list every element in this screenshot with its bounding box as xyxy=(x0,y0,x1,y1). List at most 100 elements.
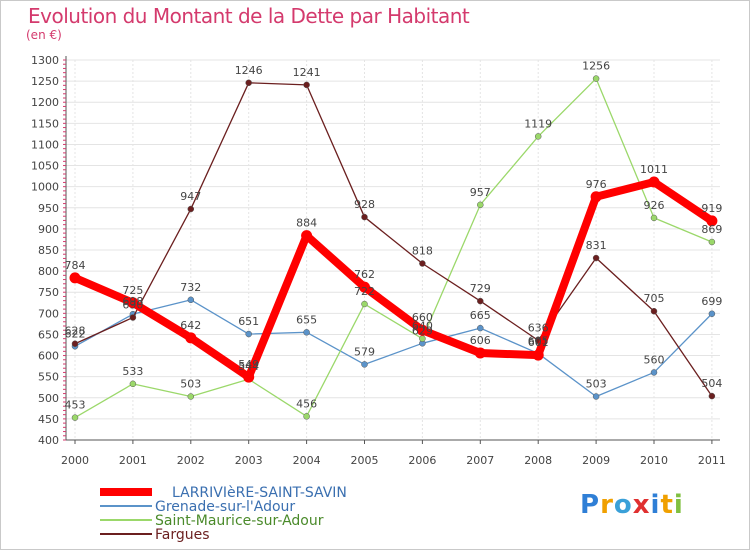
data-label: 560 xyxy=(644,353,665,366)
data-point xyxy=(127,297,139,309)
series-line-3 xyxy=(74,82,713,397)
data-point xyxy=(303,329,310,336)
data-point xyxy=(590,191,602,203)
data-label: 762 xyxy=(354,268,375,281)
data-label: 655 xyxy=(296,313,317,326)
data-label: 640 xyxy=(412,320,433,333)
data-label: 1011 xyxy=(640,163,668,176)
data-label: 818 xyxy=(412,245,433,258)
data-point xyxy=(708,238,716,246)
data-point xyxy=(245,79,252,87)
data-label: 629 xyxy=(412,324,433,337)
y-tick-label: 550 xyxy=(38,371,59,384)
data-label: 698 xyxy=(122,295,143,308)
y-tick-label: 500 xyxy=(38,392,59,405)
data-point xyxy=(71,414,79,421)
data-point xyxy=(243,371,255,383)
data-label: 919 xyxy=(701,202,722,215)
x-tick-label: 2002 xyxy=(177,454,205,467)
logo-letter: t xyxy=(660,490,674,520)
data-point xyxy=(129,380,137,388)
series-line-0 xyxy=(71,178,716,382)
proxiti-logo: Proxiti xyxy=(580,490,684,520)
data-label: 1256 xyxy=(582,60,610,73)
data-point xyxy=(301,230,313,242)
logo-letter: P xyxy=(580,490,601,520)
data-label: 628 xyxy=(65,325,86,338)
y-tick-label: 1150 xyxy=(31,117,59,130)
data-point xyxy=(650,307,658,315)
legend-label: Grenade-sur-l'Adour xyxy=(155,499,295,515)
x-tick-label: 2004 xyxy=(293,454,321,467)
y-tick-label: 650 xyxy=(38,328,59,341)
x-tick-label: 2011 xyxy=(698,454,726,467)
y-tick-label: 750 xyxy=(38,286,59,299)
data-label: 784 xyxy=(65,259,86,272)
data-label: 622 xyxy=(65,327,86,340)
y-tick-label: 1300 xyxy=(31,54,59,67)
data-label: 636 xyxy=(528,321,549,334)
y-tick-label: 450 xyxy=(38,413,59,426)
y-tick-label: 1050 xyxy=(31,160,59,173)
data-point xyxy=(71,340,79,347)
data-label: 690 xyxy=(122,299,143,312)
logo-letter: x xyxy=(632,490,651,520)
chart-title: Evolution du Montant de la Dette par Hab… xyxy=(28,4,470,28)
data-label: 660 xyxy=(412,311,433,324)
data-label: 928 xyxy=(354,198,375,211)
x-tick-label: 2010 xyxy=(640,454,668,467)
data-label: 957 xyxy=(470,186,491,199)
legend-label: LARRIVIèRE-SAINT-SAVIN xyxy=(172,485,347,501)
data-point xyxy=(187,296,195,304)
data-point xyxy=(361,361,368,368)
logo-letter: i xyxy=(650,490,661,520)
data-point xyxy=(187,393,195,400)
y-tick-label: 400 xyxy=(38,434,59,447)
data-point xyxy=(592,75,600,82)
y-tick-label: 600 xyxy=(38,350,59,363)
x-tick-label: 2007 xyxy=(466,454,494,467)
data-point xyxy=(419,260,426,267)
data-label: 1241 xyxy=(293,66,321,79)
data-label: 503 xyxy=(180,378,201,391)
data-point xyxy=(361,300,368,308)
data-point xyxy=(185,332,197,344)
legend-label: Fargues xyxy=(155,527,210,543)
data-point xyxy=(129,314,137,321)
series-line-1 xyxy=(74,299,713,398)
x-tick-label: 2008 xyxy=(524,454,552,467)
chart-subtitle: (en €) xyxy=(26,28,62,42)
data-point xyxy=(648,176,660,188)
logo-letter: o xyxy=(613,490,633,520)
data-label: 869 xyxy=(701,223,722,236)
data-label: 533 xyxy=(122,365,143,378)
data-point xyxy=(245,330,252,338)
data-point xyxy=(477,201,484,209)
data-label: 579 xyxy=(354,345,375,358)
data-label: 605 xyxy=(528,334,549,347)
data-point xyxy=(708,310,716,318)
y-tick-label: 950 xyxy=(38,202,59,215)
data-point xyxy=(477,297,484,305)
data-label: 549 xyxy=(238,358,259,371)
x-tick-label: 2006 xyxy=(408,454,436,467)
data-point xyxy=(534,133,542,140)
data-point xyxy=(474,347,486,359)
data-point xyxy=(359,281,370,293)
x-tick-label: 2009 xyxy=(582,454,610,467)
data-label: 665 xyxy=(470,309,491,322)
data-label: 504 xyxy=(701,377,722,390)
data-label: 503 xyxy=(586,378,607,391)
y-tick-label: 1200 xyxy=(31,96,59,109)
data-point xyxy=(477,324,484,332)
x-tick-label: 2003 xyxy=(235,454,263,467)
data-label: 926 xyxy=(644,199,665,212)
data-point xyxy=(650,214,658,222)
data-point xyxy=(416,324,428,336)
data-point xyxy=(592,393,600,400)
y-tick-label: 1250 xyxy=(31,75,59,88)
data-point xyxy=(69,272,81,284)
y-tick-label: 900 xyxy=(38,223,59,236)
x-tick-label: 2005 xyxy=(351,454,379,467)
